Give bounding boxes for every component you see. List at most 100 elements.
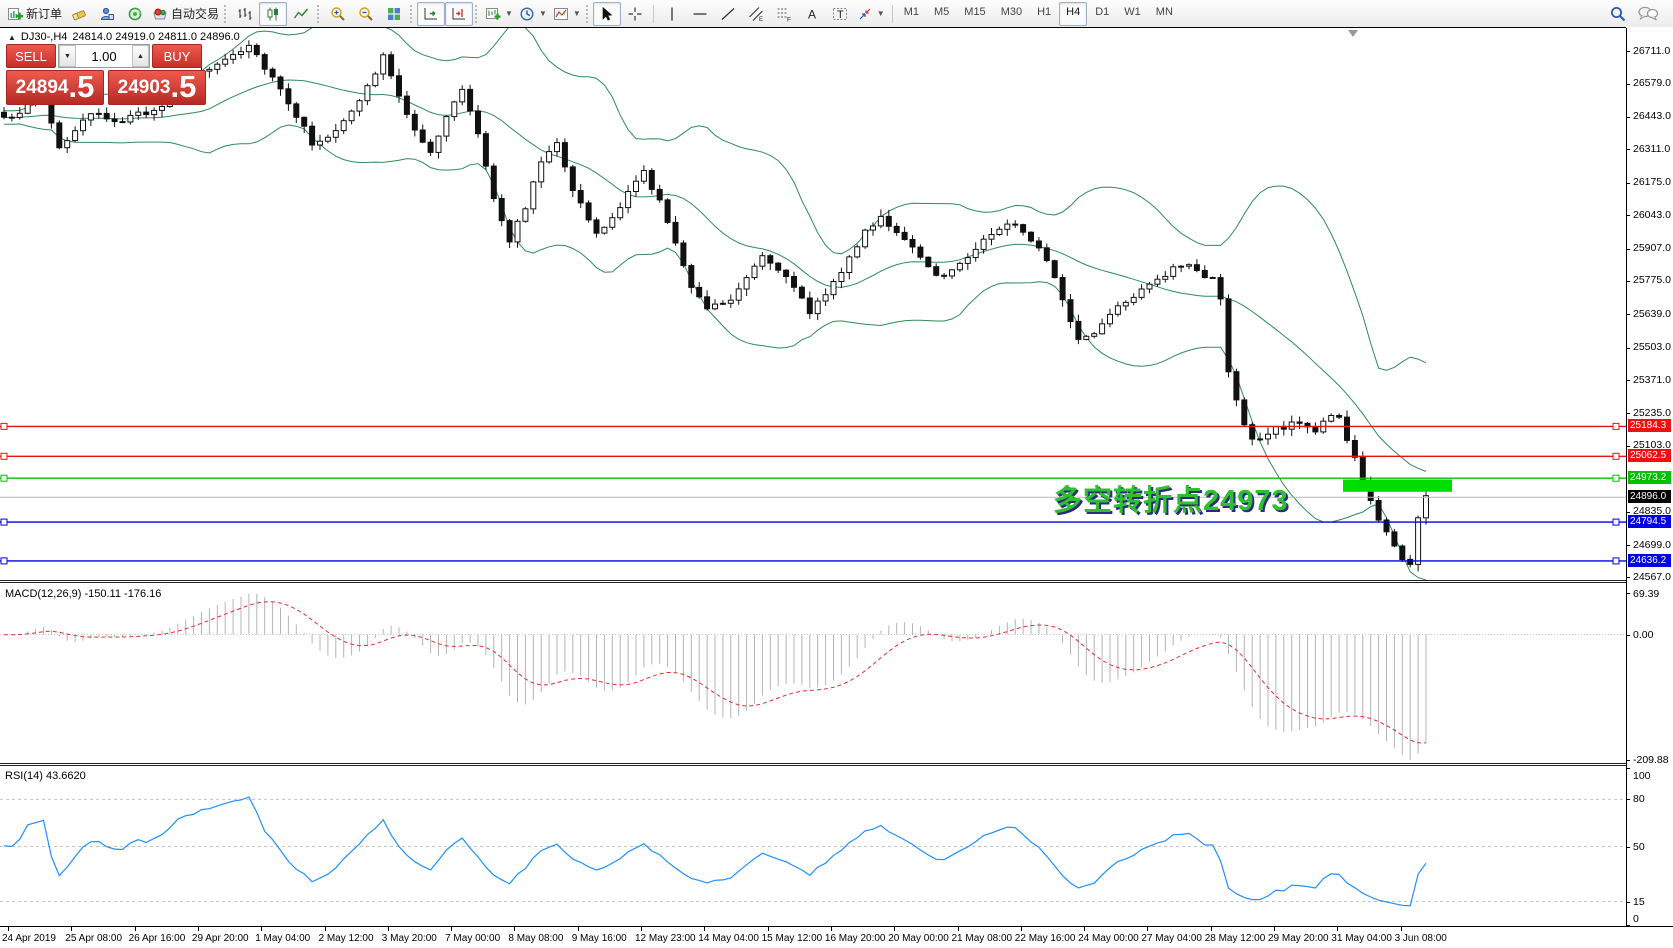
- equidistant-channel-icon: E: [748, 6, 764, 22]
- line-price-label: 24636.2: [1628, 553, 1671, 567]
- pivot-annotation-text: 多空转折点24973: [1053, 485, 1289, 517]
- price-tick: [1626, 182, 1630, 184]
- timeframe-M1[interactable]: M1: [903, 5, 919, 18]
- price-tick-label: 25503.0: [1633, 341, 1671, 354]
- fibonacci-tool-button[interactable]: F: [770, 2, 798, 26]
- volume-value[interactable]: 1.00: [91, 48, 117, 64]
- sell-price-main: 24894: [15, 77, 69, 98]
- bar-chart-mode-button[interactable]: [231, 2, 259, 26]
- cursor-tool-button[interactable]: [592, 1, 621, 26]
- chart-shift-icon: [451, 6, 467, 22]
- auto-scroll-button[interactable]: [417, 1, 446, 26]
- autotrading-label: 自动交易: [171, 7, 220, 21]
- horizontal-line-24973.2[interactable]: [0, 474, 1626, 482]
- timeframe-H4[interactable]: H4: [1059, 1, 1088, 26]
- macd-scale-min: -209.88: [1633, 754, 1669, 766]
- price-axis[interactable]: 26711.0 26579.0 26443.0 26311.0 26175.0 26043…: [1626, 28, 1673, 926]
- dropdown-arrow-icon: ▼: [572, 9, 581, 18]
- price-tick-label: 25775.0: [1633, 274, 1671, 287]
- macd-panel[interactable]: [0, 583, 1626, 763]
- time-tick-label: 14 May 04:00: [698, 933, 759, 944]
- time-tick: [8, 927, 9, 931]
- time-tick-label: 7 May 00:00: [445, 933, 501, 944]
- time-tick-label: 12 May 23:00: [635, 933, 696, 944]
- vertical-line-tool-button[interactable]: [658, 2, 686, 26]
- autotrading-button[interactable]: 自动交易: [149, 2, 222, 26]
- clock-icon: [519, 6, 535, 22]
- horizontal-line-25062.5[interactable]: [0, 452, 1626, 460]
- signals-button[interactable]: [121, 2, 149, 26]
- timeframe-M30[interactable]: M30: [1000, 5, 1023, 18]
- line-chart-mode-button[interactable]: [287, 2, 315, 26]
- price-tick: [1626, 314, 1630, 316]
- time-axis[interactable]: 24 Apr 2019 25 Apr 08:00 26 Apr 16:00 29 Ap…: [0, 926, 1673, 948]
- sell-price-display[interactable]: 24894.5: [6, 70, 104, 105]
- new-order-button[interactable]: 新订单: [4, 2, 65, 26]
- horizontal-line-24636.2[interactable]: [0, 557, 1626, 565]
- time-tick-label: 1 May 04:00: [255, 933, 311, 944]
- timeframe-MN[interactable]: MN: [1155, 5, 1173, 18]
- timeframe-W1[interactable]: W1: [1124, 5, 1141, 18]
- rsi-panel[interactable]: [0, 766, 1626, 926]
- volume-decrease-button[interactable]: ▼: [59, 45, 76, 67]
- horizontal-line-25184.3[interactable]: [0, 422, 1626, 430]
- time-tick-label: 29 May 20:00: [1268, 933, 1329, 944]
- periods-button[interactable]: ▼: [516, 2, 550, 26]
- buy-button[interactable]: BUY: [152, 44, 202, 68]
- candles-layer: [1, 40, 1429, 572]
- price-tick-label: 26711.0: [1633, 44, 1671, 57]
- panel-separator[interactable]: [0, 580, 1626, 583]
- timeframe-H1[interactable]: H1: [1037, 5, 1052, 18]
- price-tick-label: 25639.0: [1633, 307, 1671, 320]
- candle-chart-mode-button[interactable]: [259, 1, 288, 26]
- templates-button[interactable]: ▼: [550, 2, 584, 26]
- zoom-in-button[interactable]: [324, 2, 352, 26]
- candlestick-chart-icon: [265, 6, 281, 22]
- trendline-icon: [720, 6, 736, 22]
- trendline-tool-button[interactable]: [714, 2, 742, 26]
- new-chart-button[interactable]: ▼: [482, 2, 516, 26]
- price-tick: [1626, 413, 1630, 415]
- price-tick: [1626, 280, 1630, 282]
- price-tick: [1626, 83, 1630, 85]
- sell-button[interactable]: SELL: [6, 44, 56, 68]
- line-price-label: 24973.2: [1628, 471, 1671, 485]
- styler-button[interactable]: [65, 2, 93, 26]
- fibonacci-icon: F: [776, 6, 792, 22]
- time-tick: [514, 927, 516, 931]
- macd-title: MACD(12,26,9): [5, 588, 82, 600]
- chart-shift-button[interactable]: [445, 1, 474, 26]
- arrows-tool-button[interactable]: ▼: [854, 2, 888, 26]
- chart-ohlc-values: 24814.0 24919.0 24811.0 24896.0: [72, 31, 240, 43]
- horizontal-line-tool-button[interactable]: [686, 2, 714, 26]
- collapse-arrow-icon[interactable]: ▲: [8, 32, 16, 42]
- buy-price-display[interactable]: 24903.5: [108, 70, 206, 105]
- horizontal-line-24794.5[interactable]: [0, 518, 1626, 526]
- volume-increase-button[interactable]: ▲: [132, 45, 149, 67]
- timeframe-M15[interactable]: M15: [964, 5, 986, 18]
- text-tool-button[interactable]: A: [798, 2, 826, 26]
- channel-tool-button[interactable]: E: [742, 2, 770, 26]
- text-label-tool-button[interactable]: T: [826, 2, 854, 26]
- panel-separator[interactable]: [0, 763, 1626, 766]
- highlight-rectangle[interactable]: [1343, 479, 1452, 492]
- zoom-out-button[interactable]: [352, 2, 380, 26]
- market-watch-button[interactable]: [93, 2, 121, 26]
- price-tick-label: 26443.0: [1633, 110, 1671, 123]
- chart-shift-marker-icon[interactable]: [1348, 30, 1358, 37]
- time-tick-label: 16 May 20:00: [824, 933, 886, 944]
- timeframe-M5[interactable]: M5: [934, 5, 950, 18]
- time-tick-label: 21 May 08:00: [951, 933, 1013, 944]
- timeframe-D1[interactable]: D1: [1095, 5, 1110, 18]
- search-icon[interactable]: [1609, 5, 1627, 23]
- chat-icon[interactable]: [1637, 5, 1659, 23]
- auto-scroll-icon: [423, 6, 439, 22]
- tile-windows-button[interactable]: [380, 2, 408, 26]
- crosshair-tool-button[interactable]: [621, 2, 649, 26]
- price-tick-label: 24567.0: [1633, 570, 1671, 583]
- dropdown-arrow-icon: ▼: [876, 9, 885, 18]
- rsi-scale-50: 50: [1633, 840, 1645, 853]
- new-order-label: 新订单: [26, 7, 63, 21]
- price-chart-canvas[interactable]: [0, 28, 1626, 580]
- rsi-scale-80: 80: [1633, 793, 1645, 806]
